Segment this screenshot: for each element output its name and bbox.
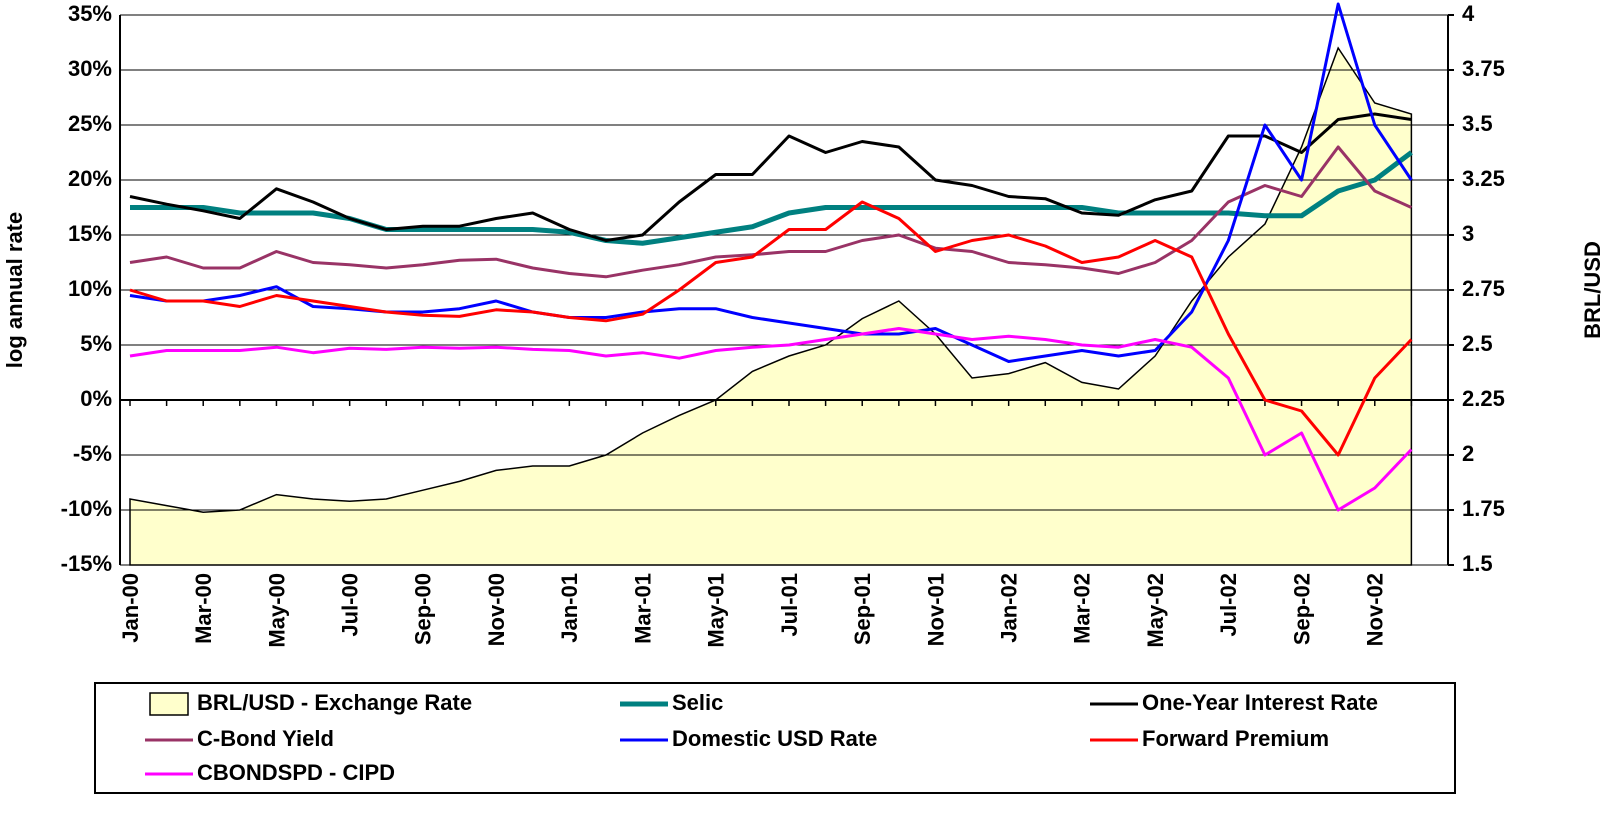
x-tick-label: Jan-00	[118, 573, 143, 643]
legend-label: Forward Premium	[1142, 726, 1329, 751]
y2-tick-label: 3	[1462, 221, 1474, 246]
x-tick-label: Jan-02	[996, 573, 1021, 643]
line	[129, 200, 1413, 457]
y-tick-label: 20%	[68, 166, 112, 191]
legend-label: CBONDSPD - CIPD	[197, 760, 395, 785]
line	[129, 112, 1412, 242]
x-tick-label: Jul-01	[777, 573, 802, 637]
x-tick-label: Nov-00	[484, 573, 509, 646]
y2-tick-label: 4	[1462, 1, 1475, 26]
y-tick-label: 5%	[80, 331, 112, 356]
x-tick-label: Jul-02	[1216, 573, 1241, 637]
y-axis-title: log annual rate	[2, 212, 27, 368]
legend-box	[94, 682, 1456, 794]
line	[129, 145, 1413, 279]
y2-tick-label: 2.75	[1462, 276, 1505, 301]
y2-axis-title: BRL/USD	[1580, 241, 1605, 339]
y2-tick-label: 2.5	[1462, 331, 1493, 356]
legend-label: One-Year Interest Rate	[1142, 690, 1378, 715]
legend-label: BRL/USD - Exchange Rate	[197, 690, 472, 715]
x-tick-label: Jan-01	[557, 573, 582, 643]
y-tick-label: -15%	[61, 551, 112, 576]
y2-tick-label: 3.5	[1462, 111, 1493, 136]
x-tick-label: Nov-02	[1363, 573, 1388, 646]
legend-label: Selic	[672, 690, 723, 715]
legend-label: C-Bond Yield	[197, 726, 334, 751]
x-tick-label: Jul-00	[337, 573, 362, 637]
x-tick-label: May-02	[1143, 573, 1168, 648]
x-tick-label: Sep-02	[1289, 573, 1314, 645]
legend-swatch	[149, 692, 189, 716]
line	[129, 2, 1413, 363]
y-tick-label: 35%	[68, 1, 112, 26]
y-tick-label: -5%	[73, 441, 112, 466]
legend-label: Domestic USD Rate	[672, 726, 877, 751]
x-tick-label: Sep-01	[850, 573, 875, 645]
y-tick-label: 0%	[80, 386, 112, 411]
y-tick-label: 25%	[68, 111, 112, 136]
y2-tick-label: 1.5	[1462, 551, 1493, 576]
y2-tick-label: 3.75	[1462, 56, 1505, 81]
y2-tick-label: 2.25	[1462, 386, 1505, 411]
line	[129, 327, 1413, 512]
y-tick-label: 15%	[68, 221, 112, 246]
y-tick-label: 10%	[68, 276, 112, 301]
y-tick-label: 30%	[68, 56, 112, 81]
x-tick-label: Mar-00	[191, 573, 216, 644]
y2-tick-label: 2	[1462, 441, 1474, 466]
y2-tick-label: 3.25	[1462, 166, 1505, 191]
x-tick-label: May-01	[704, 573, 729, 648]
x-tick-label: May-00	[264, 573, 289, 648]
y-tick-label: -10%	[61, 496, 112, 521]
y2-tick-label: 1.75	[1462, 496, 1505, 521]
x-tick-label: Nov-01	[923, 573, 948, 646]
line	[130, 150, 1413, 246]
x-tick-label: Sep-00	[411, 573, 436, 645]
x-tick-label: Mar-01	[630, 573, 655, 644]
x-tick-label: Mar-02	[1070, 573, 1095, 644]
